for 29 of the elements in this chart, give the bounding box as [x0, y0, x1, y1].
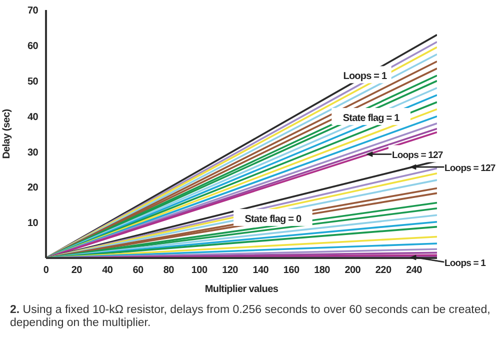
y-tick-label: 70 [27, 6, 39, 17]
text: 2. Using a fixed 10-kΩ resistor, delays from 0.256 seconds to over 60 seconds can be created, depending on the multiplier. [10, 304, 492, 330]
x-tick-label: 0 [43, 265, 50, 276]
x-tick-label: 140 [252, 265, 270, 276]
annotation: State flag = 1 [342, 112, 400, 124]
x-tick-label: 120 [222, 265, 239, 276]
y-tick-label: 20 [27, 182, 39, 194]
x-tick-label: 240 [406, 265, 423, 276]
x-axis-title: Multiplier values [204, 284, 279, 295]
x-tick-label: 200 [344, 265, 362, 276]
y-tick-label: 10 [27, 218, 39, 230]
y-tick-label: 30 [27, 147, 39, 158]
x-tick-label: 160 [283, 265, 300, 276]
x-tick-label: 220 [375, 265, 392, 276]
annotation: Loops = 1 [343, 71, 388, 82]
annotation: Loops = 127 [392, 150, 443, 162]
y-tick-label: 50 [27, 76, 39, 88]
x-tick-label: 60 [132, 265, 144, 276]
x-tick-label: 100 [191, 265, 208, 276]
x-tick-label: 80 [163, 265, 175, 276]
text: Loops = 1 [444, 258, 487, 269]
text: Loops = 127 [444, 163, 496, 174]
x-tick-label: 20 [71, 265, 83, 276]
annotation: State flag = 0 [244, 214, 302, 225]
y-axis-title: Delay (sec) [2, 109, 13, 159]
x-tick-label: 40 [102, 265, 114, 276]
y-tick-label: 60 [27, 40, 39, 52]
y-tick-label: 40 [27, 112, 39, 123]
x-tick-label: 180 [314, 265, 331, 276]
